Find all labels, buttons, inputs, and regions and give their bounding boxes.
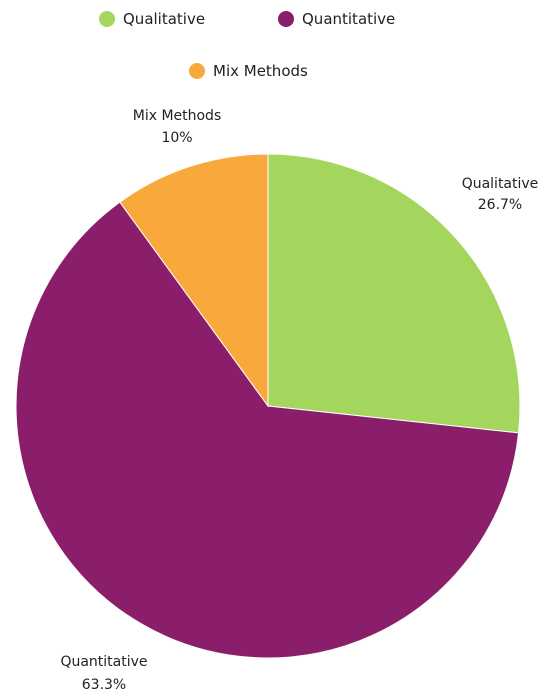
legend: Qualitative Quantitative Mix Methods: [99, 10, 395, 80]
pie-slice-mix-methods[interactable]: [119, 153, 269, 408]
legend-item-quantitative[interactable]: Quantitative: [278, 10, 395, 28]
slice-label-mix-methods: Mix Methods: [133, 108, 222, 124]
legend-label-quantitative: Quantitative: [302, 10, 395, 28]
legend-swatch-quantitative: [278, 11, 294, 27]
legend-swatch-mix-methods: [189, 63, 205, 79]
slice-label-qualitative: Qualitative: [462, 176, 539, 192]
pie-slice-quantitative[interactable]: [15, 201, 520, 659]
legend-label-mix-methods: Mix Methods: [213, 62, 308, 80]
legend-swatch-qualitative: [99, 11, 115, 27]
legend-label-qualitative: Qualitative: [123, 10, 205, 28]
slice-value-mix-methods: 10%: [161, 130, 192, 146]
slice-label-quantitative: Quantitative: [60, 654, 147, 670]
pie-slice-qualitative[interactable]: [267, 153, 521, 434]
legend-item-mix-methods[interactable]: Mix Methods: [189, 62, 308, 80]
slice-value-quantitative: 63.3%: [82, 677, 126, 693]
pie-slices: [15, 153, 521, 659]
legend-item-qualitative[interactable]: Qualitative: [99, 10, 205, 28]
slice-labels: Qualitative 26.7% Quantitative 63.3% Mix…: [60, 108, 538, 693]
slice-value-qualitative: 26.7%: [478, 197, 522, 213]
